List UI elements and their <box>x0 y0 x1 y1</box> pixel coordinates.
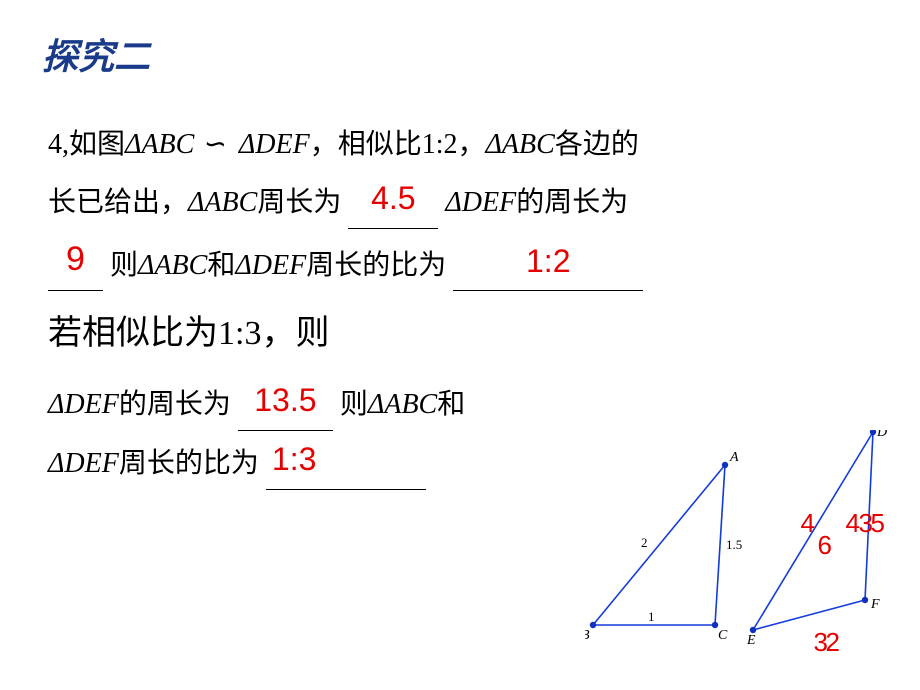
line-5: ΔDEF的周长为 13.5 则ΔABC和 <box>48 372 872 431</box>
section-title: 探究二 <box>42 28 150 80</box>
line-1: 4,如图ΔABC ∽ ΔDEF，相似比1:2，ΔABC各边的 <box>48 120 872 170</box>
ratio2-label: 1:3，则 <box>218 315 329 352</box>
df-overlay-6: 6 <box>818 532 832 558</box>
blank-def-perim2: 13.5 <box>238 372 333 431</box>
ans-ratio1: 1:2 <box>526 243 570 279</box>
tri-abc-2: ΔABC <box>485 129 554 160</box>
and-1: 和 <box>207 250 235 281</box>
line-big-text: 若相似比为 <box>48 315 218 352</box>
svg-text:1: 1 <box>648 609 655 624</box>
svg-text:2: 2 <box>641 535 648 550</box>
tri-def: ΔDEF <box>239 129 310 160</box>
blank-def-perim: 9 <box>48 229 103 291</box>
line-2: 长已给出，ΔABC周长为 4.5 ΔDEF的周长为 <box>48 170 872 229</box>
and-2: 和 <box>437 390 465 421</box>
q-text4: 则 <box>110 250 138 281</box>
svg-text:B: B <box>585 628 590 643</box>
blank-abc-perim: 4.5 <box>348 170 438 229</box>
triangle-svg: A B C 2 1.5 1 D E F <box>585 430 890 655</box>
q-text1: ，相似比 <box>310 129 422 160</box>
tri-abc-3: ΔABC <box>188 188 257 219</box>
perim-label-1: 周长为 <box>257 188 341 219</box>
ef-overlay-2: 2 <box>826 629 840 655</box>
then-2: 则 <box>340 390 368 421</box>
ans-abc-perim: 4.5 <box>371 180 415 216</box>
q-text2: 各边的 <box>555 129 639 160</box>
def-perim-2: 的周长为 <box>119 390 231 421</box>
tri-def-5: ΔDEF <box>48 448 119 479</box>
line-3: 9 则ΔABC和ΔDEF周长的比为 1:2 <box>48 229 872 291</box>
svg-text:F: F <box>870 597 880 612</box>
tri-abc: ΔABC <box>125 129 194 160</box>
svg-text:E: E <box>746 633 756 648</box>
tri-def-3: ΔDEF <box>235 250 306 281</box>
perim-ratio-label: 周长的比为 <box>306 250 446 281</box>
tri-def-2: ΔDEF <box>445 188 516 219</box>
ratio1-label: 1:2， <box>422 129 486 160</box>
tri-abc-4: ΔABC <box>138 250 207 281</box>
svg-text:C: C <box>718 628 728 643</box>
svg-text:A: A <box>729 450 739 465</box>
tri-abc-5: ΔABC <box>368 390 437 421</box>
svg-text:D: D <box>876 430 887 440</box>
df-overlay-4: 4 <box>801 510 815 536</box>
perim-ratio-label-2: 周长的比为 <box>119 448 259 479</box>
q-text3: 长已给出， <box>48 188 188 219</box>
ans-def-perim: 9 <box>66 240 85 278</box>
ans-ratio2: 1:3 <box>272 441 316 477</box>
tri-def-4: ΔDEF <box>48 390 119 421</box>
triangle-diagram: ABC21.51DEF 4 6 4 3 5 3 2 <box>585 430 890 655</box>
svg-text:1.5: 1.5 <box>726 537 742 552</box>
def-perim-prefix: 的周长为 <box>516 188 628 219</box>
ans-def-perim2: 13.5 <box>254 382 316 418</box>
de-overlay-5: 5 <box>871 510 885 536</box>
line-4: 若相似比为1:3，则 <box>48 303 872 364</box>
q-prefix: 4,如图 <box>48 129 125 160</box>
blank-ratio2: 1:3 <box>266 431 426 490</box>
similar-symbol: ∽ <box>201 129 224 160</box>
blank-ratio1: 1:2 <box>453 233 643 292</box>
